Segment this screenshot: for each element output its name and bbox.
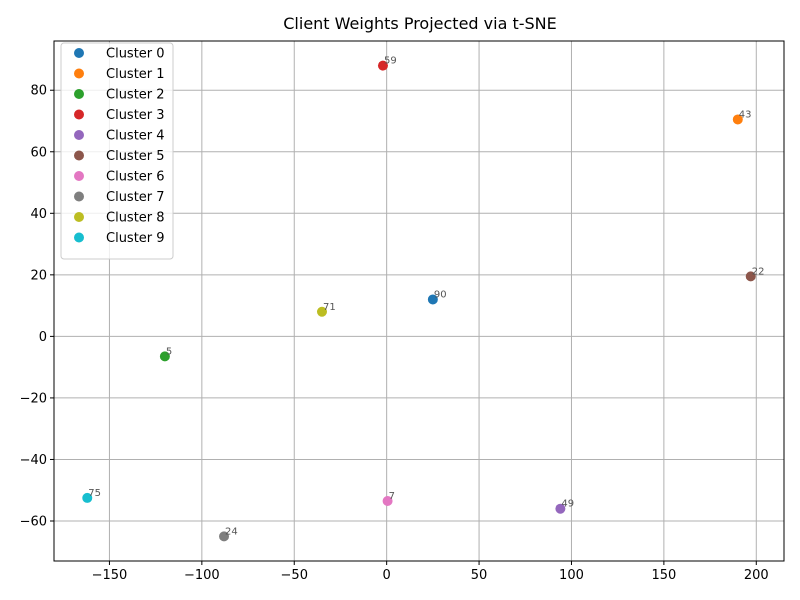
legend-label: Cluster 5 [106,149,165,164]
x-tick-label: 150 [651,568,676,583]
x-tick-label: 100 [559,568,584,583]
legend-marker [74,212,84,222]
point-label: 71 [323,302,336,313]
plot-frame [53,40,785,562]
x-tick-label: −100 [184,568,220,583]
legend-label: Cluster 9 [106,231,165,246]
legend-label: Cluster 8 [106,211,165,226]
grid-lines [54,41,784,561]
point-label: 24 [225,526,238,537]
point-label: 90 [434,289,447,300]
data-point [732,114,743,125]
legend: Cluster 0 Cluster 1 Cluster 2 Cluster 3 Clus… [60,42,174,260]
legend-marker [74,191,84,202]
y-tick-label: 20 [30,268,47,283]
y-tick-label: 80 [30,84,47,99]
y-tick-label: −20 [20,391,47,406]
data-points: 90 43 5 59 49 22 7 24 71 75 [82,56,764,542]
legend-marker [74,130,84,140]
legend-marker [74,68,84,79]
legend-marker [74,48,84,58]
point-label: 49 [561,499,574,510]
x-tick-label: 200 [744,568,769,583]
y-tick-label: 0 [39,330,47,345]
legend-label: Cluster 0 [106,47,165,62]
legend-label: Cluster 2 [106,88,165,103]
x-tick-label: 50 [471,568,488,583]
data-point [316,306,327,317]
x-tick-label: −150 [92,568,128,583]
legend-label: Cluster 7 [106,190,165,205]
legend-marker [74,150,84,161]
data-point [219,531,230,542]
data-point [382,496,393,506]
legend-marker [74,109,84,120]
y-tick-label: 40 [30,207,47,222]
y-tick-label: 60 [30,145,47,160]
x-tick-label: −50 [281,568,308,583]
axis-ticks: −150 −100 −50 0 50 100 150 200 −60 −40 −20 0 20 40 60 8… [20,84,769,583]
chart-title: Client Weights Projected via t-SNE [283,14,556,33]
point-label: 5 [166,346,172,357]
point-label: 7 [389,491,395,502]
point-label: 22 [752,266,765,277]
data-point [745,271,756,282]
data-point [82,492,93,503]
point-label: 59 [384,56,397,67]
legend-label: Cluster 6 [106,170,165,185]
data-point [377,60,388,71]
y-tick-label: −40 [20,453,47,468]
legend-marker [74,89,84,99]
legend-box [60,42,174,260]
x-tick-label: 0 [383,568,391,583]
legend-label: Cluster 1 [106,67,165,82]
data-point [427,294,438,305]
data-point [159,351,170,362]
data-point [555,503,566,514]
legend-label: Cluster 3 [106,108,165,123]
point-label: 43 [739,109,752,120]
legend-label: Cluster 4 [106,129,165,144]
legend-marker [74,232,84,243]
y-tick-label: −60 [20,515,47,530]
legend-marker [74,171,84,181]
point-label: 75 [88,488,101,499]
